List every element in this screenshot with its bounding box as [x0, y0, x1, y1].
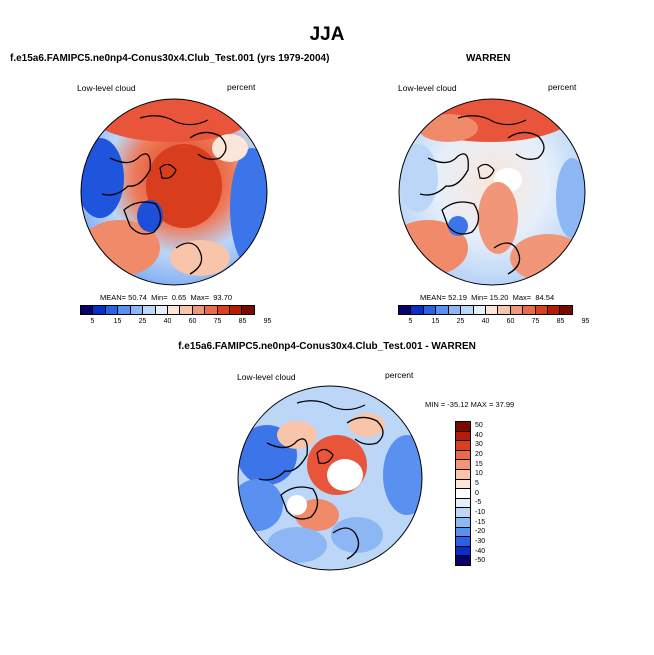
panel-obs-colorbar-tick-label: 25 [456, 318, 465, 325]
panel-diff-colorbar-tick-label: 0 [475, 489, 479, 497]
panel-diff-units-label: percent [385, 370, 414, 380]
panel-model-units-label: percent [227, 82, 256, 92]
panel-obs-colorbar-swatch [510, 306, 524, 314]
panel-diff-colorbar-swatch [456, 479, 470, 490]
panel-diff-colorbar-tick-label: 15 [475, 460, 483, 468]
panel-diff-colorbar-swatch [456, 556, 470, 565]
panel-model-stats: MEAN= 50.74 Min= 0.65 Max= 93.70 [100, 293, 233, 302]
panel-diff-colorbar-tick-label: -40 [475, 547, 486, 555]
panel-obs-colorbar-swatch [523, 306, 536, 314]
panel-obs-colorbar-swatch [560, 306, 572, 314]
panel-obs-title: WARREN [466, 53, 511, 64]
panel-obs-colorbar-swatch [399, 306, 412, 314]
panel-model-colorbar-tick-label: 75 [213, 318, 222, 325]
panel-obs-colorbar [398, 305, 573, 315]
panel-diff-colorbar-tick-label: 5 [475, 479, 479, 487]
panel-obs-colorbar-tick-label: 75 [531, 318, 540, 325]
panel-model-title: f.e15a6.FAMIPC5.ne0np4-Conus30x4.Club_Te… [10, 53, 330, 64]
panel-diff-colorbar-swatch [456, 508, 470, 518]
panel-obs-colorbar-swatch [461, 306, 474, 314]
panel-model-colorbar-swatch [167, 306, 181, 314]
panel-diff-minmax: MIN = -35.12 MAX = 37.99 [425, 400, 515, 409]
panel-model-colorbar-swatch [105, 306, 119, 314]
panel-obs-stats: MEAN= 52.19 Min= 15.20 Max= 84.54 [420, 293, 555, 302]
panel-model-colorbar [80, 305, 255, 315]
panel-model-colorbar-tick-label: 15 [113, 318, 122, 325]
panel-diff-colorbar-swatch [456, 489, 470, 499]
panel-diff-colorbar-tick-label: 20 [475, 450, 483, 458]
panel-obs-colorbar-swatch [436, 306, 449, 314]
panel-model-colorbar-tick-label: 5 [90, 318, 95, 325]
panel-obs-colorbar-tick-label: 5 [408, 318, 413, 325]
panel-diff-polar-map [237, 385, 423, 571]
panel-model-colorbar-labels: 5 15 25 40 60 75 85 95 [80, 318, 272, 328]
panel-model-colorbar-swatch [81, 306, 94, 314]
panel-model-colorbar-swatch [130, 306, 144, 314]
panel-model-colorbar-swatch [205, 306, 218, 314]
panel-model-polar-map [80, 98, 268, 286]
panel-obs-colorbar-swatch [411, 306, 424, 314]
panel-diff-colorbar-swatch [456, 537, 470, 547]
panel-diff-colorbar-swatch [456, 498, 470, 509]
panel-obs-colorbar-swatch [448, 306, 462, 314]
panel-model-colorbar-swatch [180, 306, 193, 314]
panel-diff-colorbar-swatch [456, 431, 470, 442]
panel-obs-colorbar-swatch [535, 306, 549, 314]
panel-obs-colorbar-swatch [548, 306, 561, 314]
panel-obs-polar-map [398, 98, 586, 286]
panel-model-colorbar-swatch [118, 306, 131, 314]
panel-obs-colorbar-swatch [498, 306, 511, 314]
panel-diff-colorbar-swatch [456, 469, 470, 480]
panel-model-colorbar-swatch [192, 306, 206, 314]
panel-obs-colorbar-tick-label: 85 [556, 318, 565, 325]
panel-model-colorbar-swatch [155, 306, 168, 314]
panel-diff-colorbar-swatch [456, 527, 470, 538]
panel-obs-colorbar-labels: 5 15 25 40 60 75 85 95 [398, 318, 590, 328]
panel-diff-variable-label: Low-level cloud [237, 372, 296, 382]
panel-diff-colorbar-swatch [456, 450, 470, 461]
panel-obs-colorbar-tick-label: 15 [431, 318, 440, 325]
panel-diff-colorbar-swatch [456, 546, 470, 557]
panel-diff-title: f.e15a6.FAMIPC5.ne0np4-Conus30x4.Club_Te… [178, 341, 476, 352]
panel-diff-colorbar-tick-label: 50 [475, 421, 483, 429]
panel-model-colorbar-tick-label: 25 [138, 318, 147, 325]
panel-diff-colorbar-tick-label: 30 [475, 441, 483, 449]
panel-diff-colorbar-tick-label: 10 [475, 470, 483, 478]
panel-obs-colorbar-tick-label: 40 [481, 318, 490, 325]
panel-obs-units-label: percent [548, 82, 577, 92]
panel-diff-colorbar-tick-label: -10 [475, 508, 486, 516]
panel-diff-colorbar-tick-label: -50 [475, 557, 486, 565]
panel-obs-variable-label: Low-level cloud [398, 83, 457, 93]
panel-obs-colorbar-tick-label: 60 [506, 318, 515, 325]
panel-model-colorbar-swatch [217, 306, 231, 314]
panel-model-colorbar-swatch [143, 306, 156, 314]
panel-diff-colorbar-tick-label: -30 [475, 537, 486, 545]
panel-diff-colorbar-tick-label: -15 [475, 518, 486, 526]
panel-diff-colorbar-tick-label: -5 [475, 499, 482, 507]
panel-diff-colorbar-swatch [456, 517, 470, 528]
panel-obs-colorbar-tick-label: 95 [581, 318, 590, 325]
panel-diff-colorbar-swatch [456, 441, 470, 451]
panel-diff-colorbar-tick-label: -20 [475, 528, 486, 536]
panel-model-colorbar-tick-label: 95 [263, 318, 272, 325]
panel-diff-colorbar-swatch [456, 422, 470, 432]
panel-obs-colorbar-swatch [473, 306, 486, 314]
panel-diff-colorbar [455, 421, 471, 566]
panel-model-variable-label: Low-level cloud [77, 83, 136, 93]
panel-obs-colorbar-swatch [423, 306, 437, 314]
panel-model-colorbar-swatch [93, 306, 106, 314]
figure-title: JJA [309, 24, 345, 45]
panel-model-colorbar-swatch [230, 306, 243, 314]
panel-diff-colorbar-tick-label: 40 [475, 431, 483, 439]
panel-model-colorbar-swatch [242, 306, 254, 314]
panel-obs-colorbar-swatch [485, 306, 499, 314]
panel-model-colorbar-tick-label: 85 [238, 318, 247, 325]
panel-model-colorbar-tick-label: 40 [163, 318, 172, 325]
panel-diff-colorbar-swatch [456, 460, 470, 470]
panel-model-colorbar-tick-label: 60 [188, 318, 197, 325]
